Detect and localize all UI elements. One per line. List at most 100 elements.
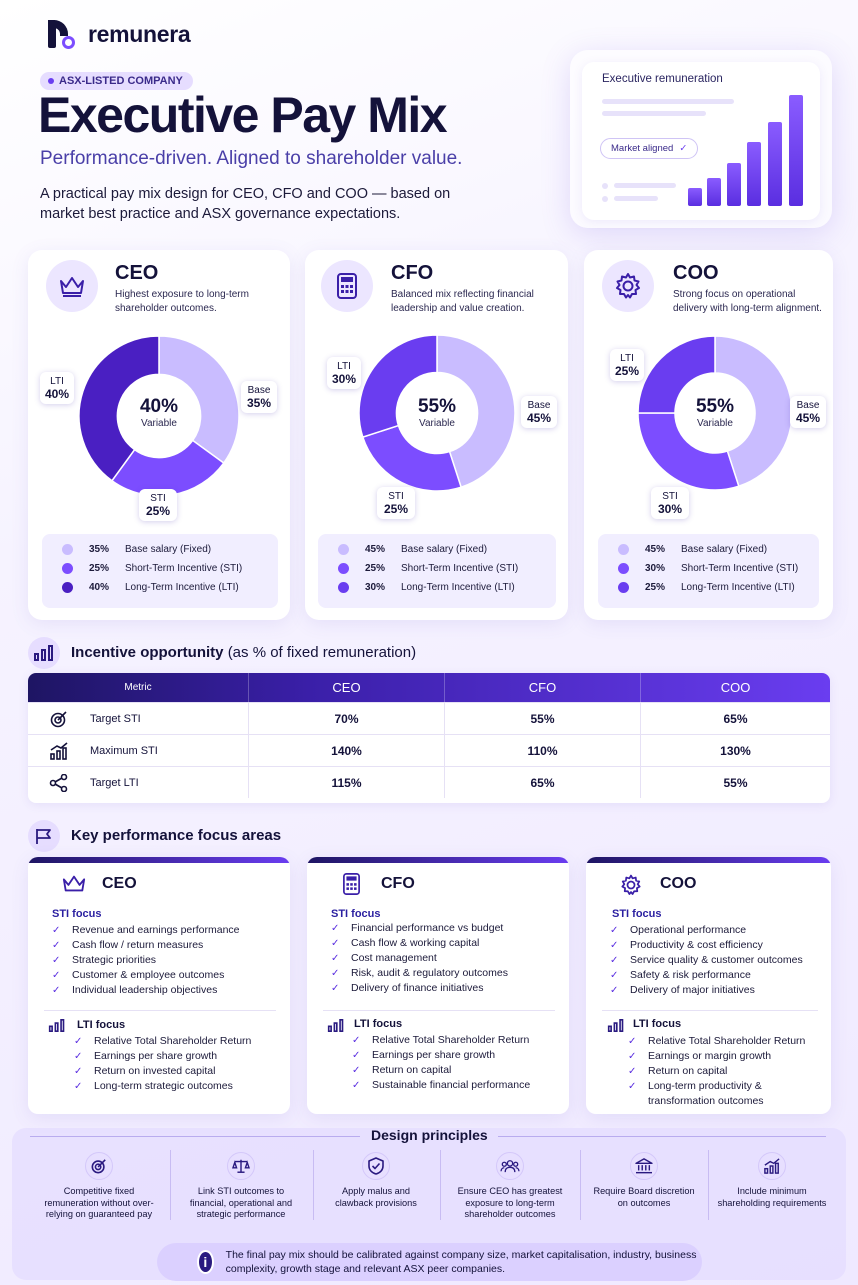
principle-text: Ensure CEO has greatest exposure to long…	[457, 1186, 563, 1219]
mock-bar	[747, 142, 761, 206]
lti-focus-title: LTI focus	[77, 1019, 126, 1031]
list-item-text: Return on capital	[372, 1064, 452, 1076]
list-item: ✓ Delivery of finance initiatives	[331, 981, 561, 996]
legend-cfo: 45% Base salary (Fixed) 25% Short-Term Inc…	[318, 534, 556, 608]
list-item: ✓ Financial performance vs budget	[331, 921, 561, 936]
check-icon: ✓	[352, 1080, 361, 1091]
list-item: ✓ Individual leadership objectives	[52, 983, 282, 998]
metric-cell: Maximum STI	[28, 735, 248, 766]
list-item-text: Relative Total Shareholder Return	[648, 1035, 806, 1047]
donut-center: 55% Variable	[675, 396, 755, 429]
check-icon: ✓	[331, 983, 340, 994]
legend-pct: 40%	[89, 582, 110, 593]
focus-role-name: COO	[660, 875, 697, 892]
note-text: The final pay mix should be calibrated a…	[225, 1249, 697, 1275]
check-icon: ✓	[331, 953, 340, 964]
sti-focus-list: ✓ Operational performance ✓ Productivity &…	[610, 923, 828, 998]
lti-divider	[602, 1010, 818, 1011]
callout-label: Base	[247, 385, 271, 396]
incentive-table: Metric CEO CFO COO Target STI 70% 55% 65…	[28, 673, 830, 803]
badge-dot-icon	[48, 78, 54, 84]
legend-label: Base salary (Fixed)	[401, 544, 488, 555]
mock-text-line	[614, 183, 676, 188]
donut-center: 40% Variable	[119, 396, 199, 429]
base-callout: Base 35%	[241, 381, 277, 413]
list-item: ✓ Sustainable financial performance	[352, 1078, 562, 1093]
list-item-text: Relative Total Shareholder Return	[94, 1035, 252, 1047]
lti-focus-title: LTI focus	[354, 1018, 403, 1030]
check-icon: ✓	[628, 1051, 637, 1062]
focus-role-name: CFO	[381, 875, 415, 892]
variable-label: Variable	[141, 418, 177, 429]
list-item-text: Strategic priorities	[72, 954, 157, 966]
principles-divider	[30, 1136, 360, 1137]
mock-text-line	[614, 196, 658, 201]
legend-pct: 25%	[89, 563, 110, 574]
list-item: ✓ Relative Total Shareholder Return	[352, 1033, 562, 1048]
lti-focus-list: ✓ Relative Total Shareholder Return ✓ Earn…	[628, 1034, 824, 1109]
list-item-text: Return on capital	[648, 1065, 728, 1077]
list-item-text: Delivery of finance initiatives	[351, 982, 484, 994]
check-icon: ✓	[610, 940, 619, 951]
principles-title: Design principles	[371, 1127, 488, 1143]
growth-chart-icon	[28, 741, 90, 760]
list-item: ✓ Operational performance	[610, 923, 828, 938]
list-item: ✓ Return on capital	[352, 1063, 562, 1078]
list-item-text: Delivery of major initiatives	[630, 984, 755, 996]
principle-item: Require Board discretion on outcomes	[590, 1152, 698, 1209]
legend-row-lti: 25% Long-Term Incentive (LTI)	[598, 578, 819, 597]
page-intro: A practical pay mix design for CEO, CFO …	[40, 186, 451, 222]
base-dot-icon	[618, 544, 629, 555]
callout-label: Base	[527, 400, 551, 411]
metric-label: Target STI	[90, 712, 141, 725]
legend-row-sti: 30% Short-Term Incentive (STI)	[598, 559, 819, 578]
incentive-title-suffix: (as % of fixed remuneration)	[227, 644, 417, 661]
donut-hole	[674, 372, 756, 454]
donut-chart-cfo	[358, 334, 516, 492]
target-icon	[85, 1152, 113, 1180]
sti-focus-title: STI focus	[331, 908, 381, 920]
lti-divider	[323, 1010, 555, 1011]
callout-label: STI	[150, 493, 166, 504]
list-item-text: Long-term productivity & transformation …	[648, 1080, 764, 1107]
legend-row-lti: 40% Long-Term Incentive (LTI)	[42, 578, 278, 597]
principle-item: Apply malus and clawback provisions	[326, 1152, 426, 1209]
callout-value: 25%	[145, 504, 171, 518]
callout-value: 25%	[383, 502, 409, 516]
callout-value: 30%	[332, 372, 357, 386]
principle-separator	[708, 1150, 709, 1220]
list-item-text: Earnings per share growth	[94, 1050, 218, 1062]
legend-pct: 45%	[365, 544, 386, 555]
donut-hole	[396, 372, 478, 454]
gear-icon	[602, 260, 654, 312]
check-icon: ✓	[52, 955, 61, 966]
lti-focus-list: ✓ Relative Total Shareholder Return ✓ Earn…	[74, 1034, 284, 1094]
donut-center: 55% Variable	[397, 396, 477, 429]
principle-item: Ensure CEO has greatest exposure to long…	[454, 1152, 566, 1221]
list-item-text: Earnings per share growth	[372, 1049, 496, 1061]
mock-bar	[688, 188, 702, 206]
list-item: ✓ Relative Total Shareholder Return	[628, 1034, 824, 1049]
header-cfo: CFO	[444, 673, 640, 702]
metric-cell: Target STI	[28, 703, 248, 734]
principle-separator	[440, 1150, 441, 1220]
callout-label: LTI	[50, 376, 64, 387]
mock-bullet	[602, 196, 608, 202]
metric-label: Maximum STI	[90, 744, 158, 757]
legend-pct: 25%	[365, 563, 386, 574]
lti-callout: LTI 25%	[610, 349, 644, 381]
list-item: ✓ Revenue and earnings performance	[52, 923, 282, 938]
base-dot-icon	[338, 544, 349, 555]
callout-label: LTI	[337, 361, 351, 372]
coo-value: 65%	[640, 703, 830, 734]
list-item-text: Cash flow & working capital	[351, 937, 480, 949]
bar-chart-icon	[28, 637, 60, 669]
coo-value: 55%	[640, 767, 830, 798]
metric-cell: Target LTI	[28, 767, 248, 798]
bar-chart-icon	[607, 1019, 625, 1037]
list-item: ✓ Service quality & customer outcomes	[610, 953, 828, 968]
check-icon: ✓	[74, 1081, 83, 1092]
coo-value: 130%	[640, 735, 830, 766]
sti-focus-list: ✓ Revenue and earnings performance ✓ Cash …	[52, 923, 282, 998]
callout-value: 45%	[795, 411, 821, 425]
